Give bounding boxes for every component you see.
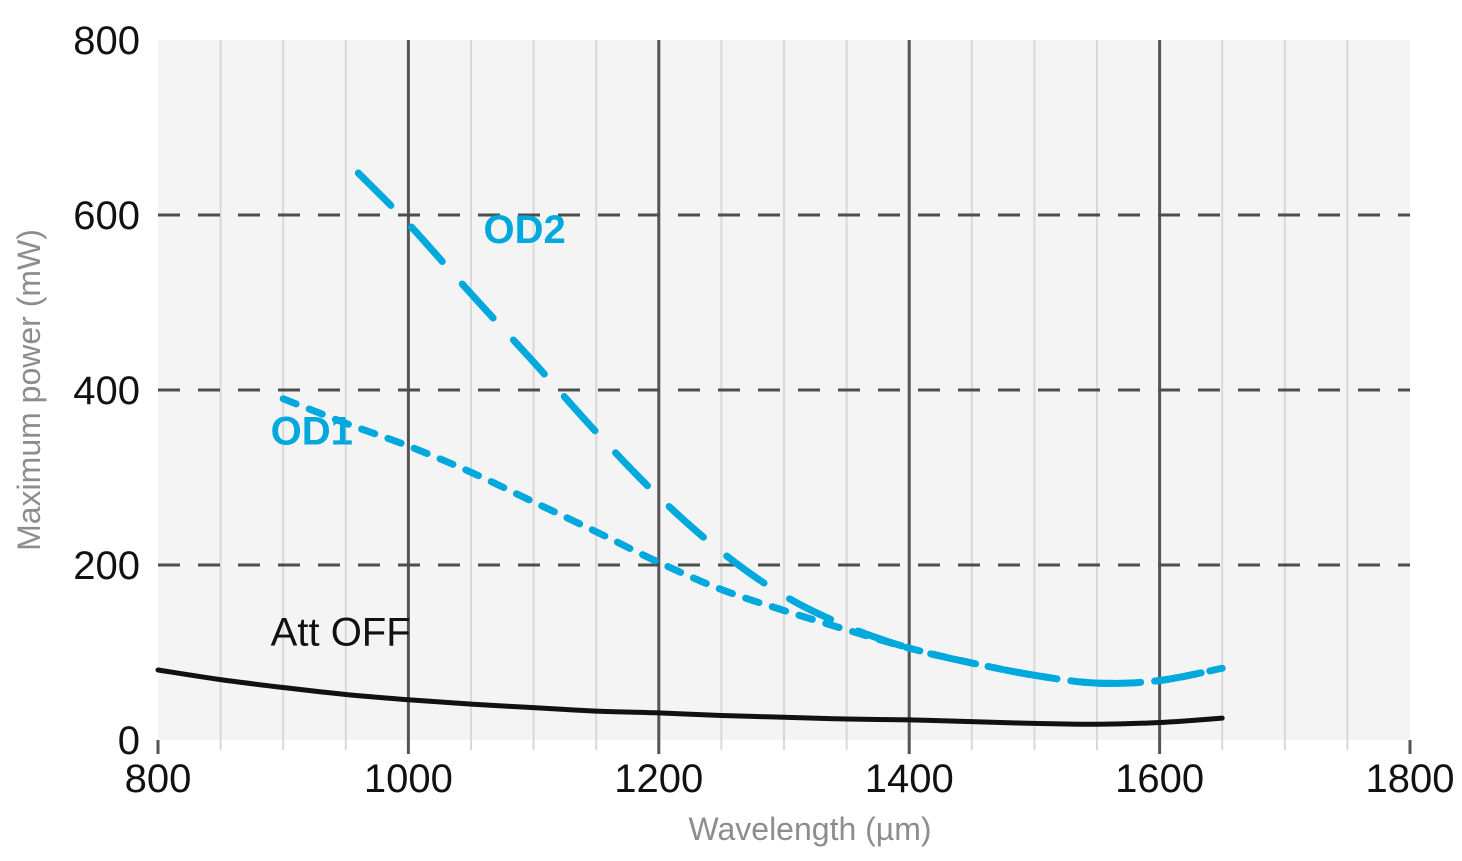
x-axis-tick-labels: 800 1000 1200 1400 1600 1800 <box>125 757 1455 801</box>
series-label-att-off: Att OFF <box>271 611 411 655</box>
y-tick-label: 200 <box>73 544 140 588</box>
x-tick-label: 1400 <box>865 757 954 801</box>
y-axis-tick-labels: 0 200 400 600 800 <box>73 19 140 763</box>
x-axis-title: Wavelength (µm) <box>688 811 931 847</box>
series-label-od2: OD2 <box>484 208 566 252</box>
series-line-od2 <box>354 169 1226 687</box>
y-tick-label: 800 <box>73 19 140 63</box>
y-tick-label: 600 <box>73 194 140 238</box>
series-line-att-off <box>155 667 1225 727</box>
x-tick-label: 1600 <box>1115 757 1204 801</box>
y-axis-title: Maximum power (mW) <box>11 229 47 551</box>
data-series-group <box>155 169 1226 727</box>
x-tick-label: 1200 <box>614 757 703 801</box>
x-tick-label: 1800 <box>1366 757 1455 801</box>
x-axis-tick-marks <box>156 740 1412 754</box>
series-inline-labels: Att OFF OD1 OD2 <box>271 208 566 655</box>
x-tick-label: 1000 <box>364 757 453 801</box>
y-tick-label: 0 <box>118 719 140 763</box>
series-label-od1: OD1 <box>271 409 353 453</box>
horizontal-dashed-gridlines <box>158 213 1410 567</box>
x-tick-label: 800 <box>125 757 192 801</box>
y-tick-label: 400 <box>73 369 140 413</box>
